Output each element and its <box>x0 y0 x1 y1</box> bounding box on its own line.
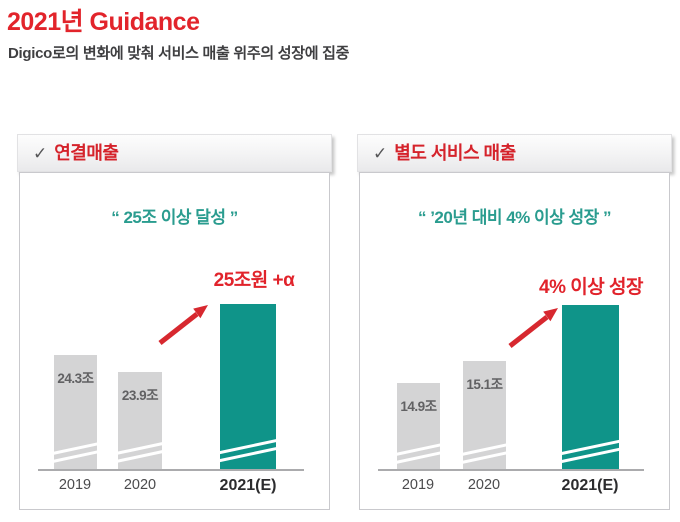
annotation-label: 4% 이상 성장 <box>539 277 643 298</box>
page-title: 2021년 Guidance <box>7 8 200 36</box>
check-icon: ✓ <box>33 144 48 163</box>
x-axis <box>38 469 304 471</box>
bar-2021-estimate <box>562 305 619 471</box>
panel-header: ✓ 연결매출 <box>17 134 332 172</box>
target-quote: “ ’20년 대비 4% 이상 성장 ” <box>417 208 612 227</box>
panel-title: 별도 서비스 매출 <box>394 143 516 163</box>
panel-title: 연결매출 <box>54 143 119 163</box>
bar-2021-estimate <box>220 304 276 470</box>
x-tick-2019: 2019 <box>58 477 92 493</box>
panel-body: “ 25조 이상 달성 ” 25조원 +α 24.3조 23.9조 2019 2… <box>19 172 330 510</box>
x-tick-2020: 2020 <box>467 477 501 493</box>
x-axis <box>378 469 644 471</box>
bar-value-label: 14.9조 <box>400 399 437 414</box>
bar-2020: 15.1조 <box>463 361 506 471</box>
x-tick-2021: 2021(E) <box>561 477 619 494</box>
bar-2019: 24.3조 <box>54 355 97 470</box>
target-quote: “ 25조 이상 달성 ” <box>111 208 238 227</box>
bar-2020: 23.9조 <box>118 372 162 470</box>
panel-header: ✓ 별도 서비스 매출 <box>357 134 672 172</box>
bar-value-label: 15.1조 <box>466 377 503 392</box>
panel-body: “ ’20년 대비 4% 이상 성장 ” 4% 이상 성장 14.9조 15.1… <box>359 172 670 510</box>
panel-consolidated-revenue: ✓ 연결매출 “ 25조 이상 달성 ” 25조원 +α 24.3조 23.9조 … <box>17 134 332 510</box>
annotation-label: 25조원 +α <box>213 270 295 291</box>
panel-standalone-service-revenue: ✓ 별도 서비스 매출 “ ’20년 대비 4% 이상 성장 ” 4% 이상 성장… <box>357 134 672 510</box>
bar-2019: 14.9조 <box>397 383 440 471</box>
page-subtitle: Digico로의 변화에 맞춰 서비스 매출 위주의 성장에 집중 <box>8 45 350 62</box>
x-tick-2019: 2019 <box>401 477 435 493</box>
x-tick-2020: 2020 <box>123 477 157 493</box>
bar-value-label: 24.3조 <box>57 371 94 386</box>
growth-arrow-icon <box>158 305 208 345</box>
check-icon: ✓ <box>373 144 388 163</box>
growth-arrow-icon <box>508 308 558 348</box>
x-tick-2021: 2021(E) <box>219 477 277 494</box>
bar-value-label: 23.9조 <box>121 388 159 403</box>
